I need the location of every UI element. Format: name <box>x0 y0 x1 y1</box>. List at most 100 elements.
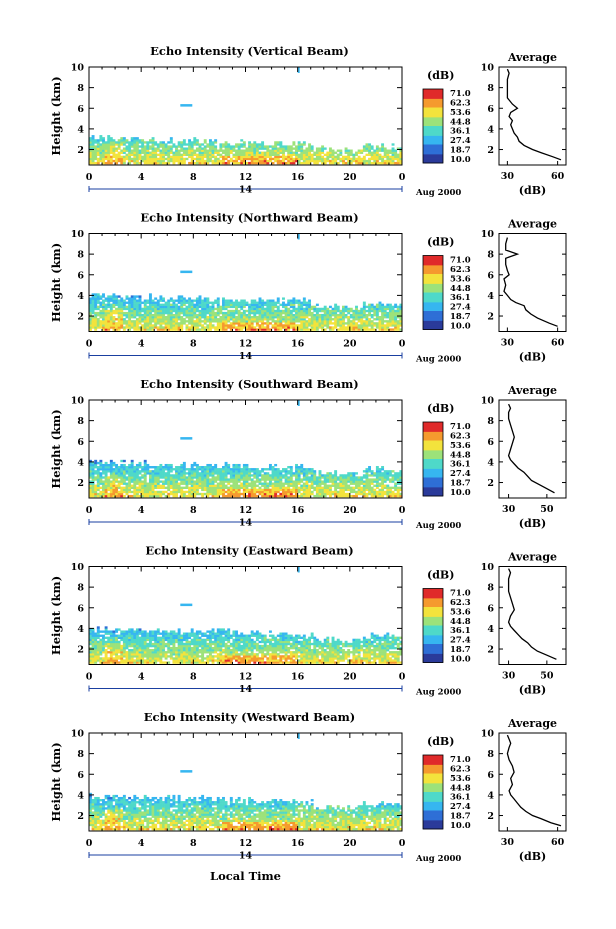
heatmap-cell <box>305 476 309 479</box>
heatmap-cell <box>164 468 168 471</box>
heatmap-cell <box>177 482 181 485</box>
heatmap-cell <box>117 155 121 159</box>
heatmap-cell <box>208 316 212 319</box>
heatmap-cell <box>227 318 231 321</box>
heatmap-cell <box>211 480 215 483</box>
heatmap-cell <box>388 324 392 327</box>
colorbar-swatch <box>423 92 443 95</box>
heatmap-cell <box>263 161 267 165</box>
heatmap-cell <box>143 301 147 304</box>
heatmap-cell <box>188 311 192 315</box>
heatmap-cell <box>375 490 379 494</box>
heatmap-cell <box>102 661 105 664</box>
colorbar-swatch <box>423 137 443 139</box>
colorbar-swatch <box>423 261 443 264</box>
heatmap-cell <box>362 322 366 325</box>
heatmap-cell <box>146 159 150 163</box>
heatmap-cell <box>323 480 327 483</box>
heatmap-cell <box>169 155 173 159</box>
heatmap-cell <box>122 155 126 159</box>
heatmap-cell <box>193 463 197 467</box>
heatmap-cell <box>297 67 300 73</box>
heatmap-cell <box>375 494 379 498</box>
heatmap-cell <box>115 463 118 467</box>
heatmap-cell <box>180 149 184 152</box>
heatmap-cell <box>323 486 327 490</box>
heatmap-cell <box>117 324 121 327</box>
heatmap-cell <box>334 313 338 317</box>
heatmap-cell <box>135 492 139 496</box>
colorbar-swatch <box>423 158 443 160</box>
colorbar-swatch <box>423 452 443 455</box>
heatmap-cell <box>130 480 134 483</box>
heatmap-cell <box>177 305 181 309</box>
heatmap-cell <box>172 484 176 487</box>
heatmap-cell <box>388 149 392 152</box>
heatmap-cell <box>188 147 192 150</box>
heatmap-cell <box>318 322 322 325</box>
heatmap-cell <box>104 476 108 479</box>
heatmap-cell <box>193 151 197 154</box>
heatmap-cell <box>125 157 129 161</box>
heatmap-cell <box>295 484 298 487</box>
heatmap-cell <box>99 301 103 304</box>
heatmap-cell <box>133 155 137 159</box>
heatmap-cell <box>211 313 215 317</box>
heatmap-cell <box>352 480 356 483</box>
heatmap-cell <box>133 651 137 654</box>
heatmap-cell <box>302 159 306 163</box>
heatmap-cell <box>308 490 312 494</box>
heatmap-cell <box>128 153 132 157</box>
heatmap-cell <box>224 478 228 481</box>
heatmap-cell <box>91 630 95 633</box>
heatmap-cell <box>146 309 150 313</box>
heatmap-cell <box>274 480 278 483</box>
heatmap-cell <box>365 309 369 313</box>
heatmap-cell <box>370 474 374 477</box>
heatmap-cell <box>91 141 95 144</box>
heatmap-cell <box>391 151 395 154</box>
heatmap-cell <box>362 155 366 159</box>
heatmap-cell <box>141 646 145 650</box>
heatmap-cell <box>263 468 267 471</box>
colorbar-swatch <box>423 135 443 138</box>
heatmap-cell <box>248 474 252 477</box>
heatmap-cell <box>383 305 387 309</box>
colorbar-swatch <box>423 312 443 314</box>
heatmap-cell <box>222 145 225 148</box>
heatmap-cell <box>399 311 403 315</box>
heatmap-cell <box>292 472 296 475</box>
heatmap-cell <box>222 474 225 477</box>
heatmap-cell <box>91 147 95 150</box>
heatmap-cell <box>375 318 379 321</box>
heatmap-cell <box>151 470 155 473</box>
heatmap-cell <box>146 313 150 317</box>
heatmap-cell <box>203 147 207 150</box>
heatmap-cell <box>336 476 340 479</box>
heatmap-cell <box>321 161 325 165</box>
heatmap-cell <box>120 482 124 485</box>
colorbar-tick-label: 71.0 <box>450 422 471 432</box>
heatmap-cell <box>388 486 392 490</box>
heatmap-cell <box>117 466 121 469</box>
heatmap-cell <box>284 480 288 483</box>
heatmap-cell <box>102 155 105 159</box>
heatmap-cell <box>342 320 345 323</box>
heatmap-cell <box>302 143 306 146</box>
heatmap-cell <box>99 478 103 481</box>
heatmap-cell <box>342 490 345 494</box>
heatmap-cell <box>250 324 254 327</box>
heatmap-cell <box>271 474 275 477</box>
heatmap-cell <box>235 466 238 469</box>
heatmap-cell <box>130 303 134 307</box>
heatmap-cell <box>373 492 377 496</box>
heatmap-cell <box>355 480 358 483</box>
heatmap-cell <box>156 492 160 496</box>
heatmap-cell <box>169 476 173 479</box>
heatmap-cell <box>276 159 280 163</box>
heatmap-cell <box>117 480 121 483</box>
heatmap-cell <box>224 466 228 469</box>
heatmap-cell <box>102 472 105 475</box>
heatmap-cell <box>91 640 95 644</box>
heatmap-cell <box>315 478 319 481</box>
